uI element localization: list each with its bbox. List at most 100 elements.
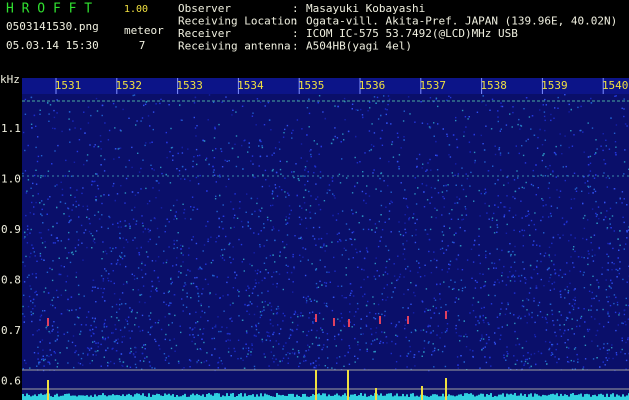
noise-dot: [43, 359, 45, 362]
noise-dot: [31, 127, 33, 129]
noise-dot: [461, 269, 464, 271]
noise-dot: [79, 363, 82, 365]
noise-dot: [89, 222, 91, 225]
noise-dot: [595, 174, 597, 176]
level-trace: [204, 396, 206, 400]
noise-dot: [342, 133, 344, 135]
noise-dot: [472, 356, 474, 358]
noise-dot: [367, 300, 369, 303]
noise-dot: [159, 102, 161, 105]
noise-dot: [150, 219, 152, 222]
noise-dot: [418, 350, 420, 353]
noise-dot: [212, 171, 215, 173]
noise-dot: [65, 281, 67, 283]
noise-dot: [75, 309, 77, 311]
noise-dot: [113, 282, 115, 285]
noise-dot: [283, 132, 285, 134]
noise-dot: [42, 310, 44, 312]
noise-dot: [618, 312, 621, 314]
noise-dot: [136, 277, 138, 280]
noise-dot: [442, 196, 444, 198]
noise-dot: [524, 360, 527, 363]
noise-dot: [261, 207, 263, 209]
level-trace: [142, 393, 144, 400]
noise-dot: [522, 154, 525, 157]
noise-dot: [427, 324, 430, 326]
noise-dot: [532, 244, 534, 246]
noise-dot: [178, 362, 180, 364]
level-trace: [466, 393, 468, 400]
noise-dot: [181, 165, 184, 168]
noise-dot: [272, 313, 275, 315]
noise-dot: [611, 261, 613, 264]
noise-dot: [403, 197, 405, 199]
level-trace: [366, 396, 368, 400]
noise-dot: [249, 227, 252, 230]
noise-dot: [165, 303, 168, 306]
noise-dot: [56, 222, 58, 224]
info-label: Receiver: [178, 27, 231, 40]
noise-dot: [267, 101, 270, 104]
level-trace: [476, 395, 478, 400]
noise-dot: [68, 252, 70, 254]
noise-dot: [242, 168, 244, 170]
noise-dot: [225, 340, 227, 342]
x-tick-label: 1534: [237, 79, 264, 92]
noise-dot: [374, 262, 376, 265]
noise-dot: [528, 116, 531, 118]
noise-dot: [553, 263, 555, 266]
noise-dot: [242, 347, 244, 350]
noise-dot: [601, 266, 604, 269]
noise-dot: [472, 297, 475, 299]
noise-dot: [274, 261, 276, 263]
noise-dot: [515, 214, 517, 216]
noise-dot: [138, 252, 140, 254]
noise-dot: [483, 321, 485, 324]
noise-dot: [90, 347, 93, 350]
noise-dot: [190, 297, 192, 299]
noise-dot: [271, 229, 273, 231]
noise-dot: [27, 305, 30, 308]
noise-dot: [623, 313, 626, 316]
noise-dot: [408, 217, 411, 219]
noise-dot: [134, 194, 137, 196]
noise-dot: [303, 196, 305, 199]
noise-dot: [195, 242, 198, 245]
noise-dot: [370, 328, 372, 330]
noise-dot: [285, 196, 287, 198]
noise-dot: [419, 276, 422, 278]
noise-dot: [36, 160, 39, 163]
noise-dot: [390, 200, 392, 202]
noise-dot: [434, 187, 436, 190]
noise-dot: [168, 104, 170, 106]
noise-dot: [82, 205, 84, 208]
noise-dot: [71, 251, 74, 253]
noise-dot: [571, 145, 574, 147]
level-trace: [238, 394, 240, 400]
noise-dot: [391, 141, 394, 143]
level-trace: [388, 393, 390, 400]
level-trace: [462, 395, 464, 400]
noise-dot: [82, 364, 84, 366]
noise-dot: [464, 116, 467, 118]
noise-dot: [375, 188, 377, 190]
noise-dot: [34, 291, 36, 294]
noise-dot: [446, 133, 448, 135]
info-sep: :: [292, 15, 299, 28]
noise-dot: [353, 324, 355, 326]
noise-dot: [396, 279, 398, 282]
noise-dot: [164, 225, 167, 227]
noise-dot: [386, 122, 388, 124]
noise-dot: [259, 246, 261, 248]
noise-dot: [321, 246, 323, 249]
noise-dot: [584, 344, 587, 346]
noise-dot: [528, 357, 531, 360]
noise-dot: [132, 239, 134, 241]
level-trace: [414, 396, 416, 400]
noise-dot: [187, 269, 189, 271]
noise-dot: [350, 290, 353, 292]
noise-dot: [526, 298, 528, 300]
noise-dot: [260, 230, 262, 232]
noise-dot: [308, 317, 310, 319]
noise-dot: [337, 105, 339, 108]
